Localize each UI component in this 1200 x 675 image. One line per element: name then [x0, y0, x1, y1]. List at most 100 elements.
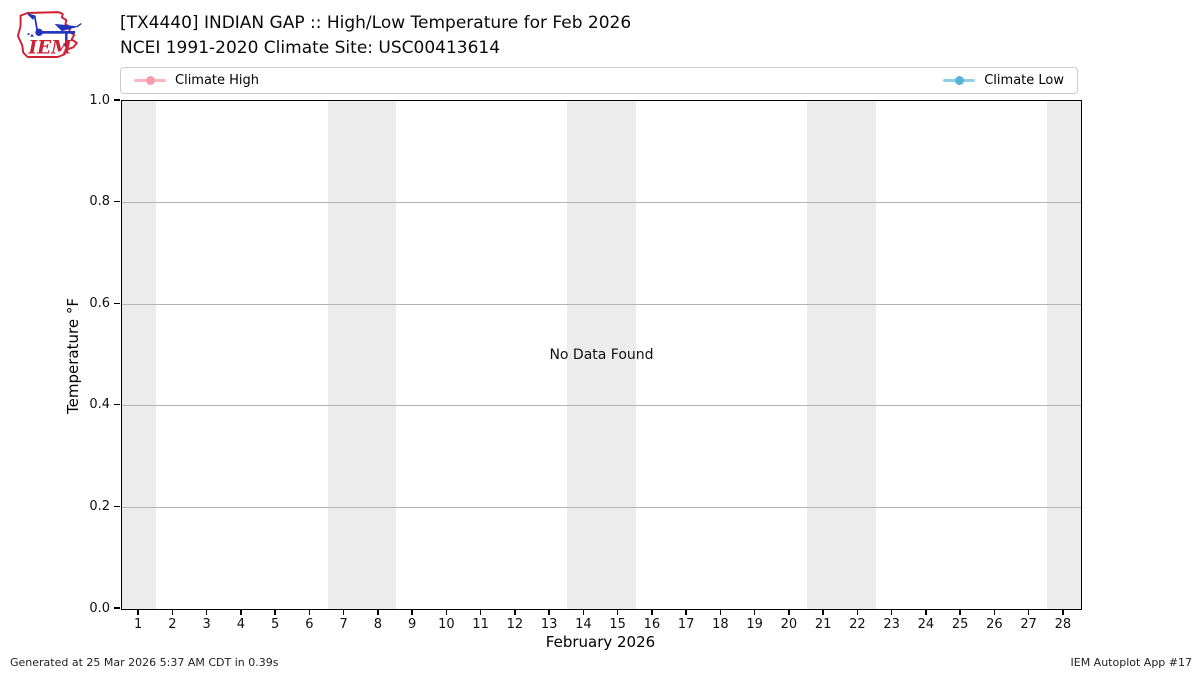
climate-high-dot-icon	[145, 76, 155, 85]
x-tick-label: 18	[712, 617, 729, 632]
y-tick-mark	[114, 200, 120, 203]
no-data-message: No Data Found	[549, 347, 654, 363]
y-axis-label: Temperature °F	[64, 298, 82, 414]
y-tick-label: 0.0	[89, 600, 110, 616]
x-tick-mark	[753, 609, 756, 615]
y-tick-label: 0.8	[89, 194, 110, 210]
x-tick-mark	[616, 609, 619, 615]
x-tick-label: 7	[339, 617, 348, 632]
x-tick-label: 3	[202, 617, 211, 632]
x-axis-label: February 2026	[545, 633, 656, 651]
weekend-band	[122, 101, 157, 609]
weekend-band	[567, 101, 636, 609]
x-tick-mark	[514, 609, 516, 615]
x-tick-label: 11	[472, 617, 489, 632]
x-tick-mark	[445, 609, 448, 615]
x-tick-label: 17	[677, 617, 695, 632]
y-tick-mark	[114, 99, 120, 101]
x-tick-label: 16	[643, 617, 661, 632]
weekend-band	[807, 101, 876, 609]
climate-high-marker	[134, 76, 166, 86]
iem-logo-text: IEM	[27, 37, 72, 58]
climate-low-dot-icon	[954, 76, 964, 85]
x-tick-label: 21	[814, 617, 832, 632]
x-tick-label: 20	[780, 617, 798, 632]
plot-area: No Data Found	[121, 100, 1082, 610]
x-tick-mark	[274, 609, 276, 615]
y-tick-mark	[114, 404, 120, 406]
legend-entry-climate-low: Climate Low	[943, 73, 1064, 88]
x-tick-mark	[925, 609, 927, 615]
x-tick-label: 5	[270, 617, 280, 632]
x-tick-mark	[479, 609, 482, 615]
y-tick-label: 0.2	[89, 498, 110, 514]
x-tick-mark	[342, 609, 345, 615]
x-tick-label: 23	[883, 617, 900, 632]
x-tick-label: 8	[373, 617, 383, 632]
legend-label-climate-low: Climate Low	[984, 73, 1064, 88]
x-tick-mark	[856, 609, 859, 615]
x-tick-mark	[890, 609, 893, 615]
x-tick-label: 14	[575, 617, 592, 632]
y-tick-label: 0.4	[89, 397, 110, 413]
y-tick-mark	[114, 505, 120, 508]
x-tick-mark	[377, 609, 379, 615]
x-tick-mark	[548, 609, 550, 615]
x-tick-mark	[685, 609, 687, 615]
x-tick-mark	[411, 609, 413, 615]
y-tick-label: 0.6	[89, 295, 110, 311]
x-tick-mark	[582, 609, 585, 615]
y-tick-label: 1.0	[89, 92, 110, 108]
x-tick-label: 4	[236, 617, 246, 632]
x-tick-mark	[993, 609, 996, 615]
x-tick-label: 10	[438, 617, 455, 632]
x-tick-mark	[1062, 609, 1064, 615]
x-tick-label: 1	[133, 617, 143, 632]
x-tick-label: 27	[1020, 617, 1037, 632]
generated-timestamp: Generated at 25 Mar 2026 5:37 AM CDT in …	[10, 656, 279, 669]
x-tick-label: 6	[305, 617, 314, 632]
app-credit: IEM Autoplot App #17	[1070, 656, 1193, 669]
x-tick-label: 22	[849, 617, 866, 632]
x-tick-mark	[205, 609, 208, 615]
x-tick-mark	[719, 609, 722, 615]
gridline	[122, 202, 1081, 204]
x-tick-label: 19	[746, 617, 763, 632]
x-tick-mark	[822, 609, 824, 615]
legend: Climate High Climate Low	[120, 67, 1078, 94]
x-tick-mark	[308, 609, 311, 615]
x-tick-mark	[959, 609, 961, 615]
x-tick-label: 15	[609, 617, 626, 632]
x-tick-label: 12	[506, 617, 524, 632]
y-tick-mark	[114, 302, 120, 304]
x-tick-label: 24	[917, 617, 935, 632]
x-tick-label: 2	[168, 617, 177, 632]
weekend-band	[327, 101, 396, 609]
legend-label-climate-high: Climate High	[175, 73, 260, 88]
x-tick-mark	[788, 609, 790, 615]
weekend-band	[1046, 101, 1081, 609]
chart-title-line1: [TX4440] INDIAN GAP :: High/Low Temperat…	[120, 13, 632, 33]
x-tick-mark	[137, 609, 139, 615]
y-tick-mark	[114, 607, 120, 609]
x-tick-mark	[651, 609, 653, 615]
x-tick-mark	[240, 609, 242, 615]
climate-low-marker	[943, 76, 976, 86]
x-tick-label: 9	[407, 617, 417, 632]
chart-title-block: [TX4440] INDIAN GAP :: High/Low Temperat…	[120, 11, 631, 61]
x-tick-label: 13	[540, 617, 558, 632]
chart-title-line2: NCEI 1991-2020 Climate Site: USC00413614	[120, 38, 501, 58]
x-tick-label: 25	[951, 617, 969, 632]
x-tick-mark	[171, 609, 174, 615]
legend-entry-climate-high: Climate High	[134, 73, 259, 88]
x-tick-mark	[1027, 609, 1030, 615]
x-tick-label: 26	[986, 617, 1003, 632]
gridline	[122, 303, 1081, 305]
gridline	[122, 506, 1081, 508]
iem-logo: IEM	[16, 11, 82, 58]
iowa-outline-icon	[16, 11, 78, 58]
weather-vane-icon	[26, 13, 82, 50]
x-tick-label: 28	[1054, 617, 1072, 632]
gridline	[122, 405, 1081, 407]
